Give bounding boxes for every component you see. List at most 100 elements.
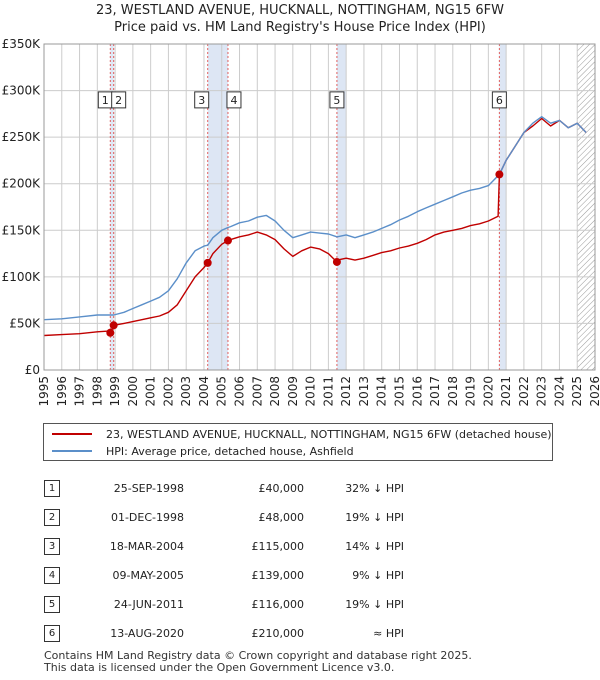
sale-period-shade	[110, 44, 114, 370]
x-tick-label: 2005	[215, 376, 229, 407]
sale-date: 18-MAR-2004	[109, 540, 184, 553]
x-tick-label: 1995	[37, 376, 51, 407]
sale-period-shade	[499, 44, 507, 370]
x-tick-label: 2022	[517, 376, 531, 407]
sale-point	[203, 258, 212, 267]
sale-hpi-diff: 9% ↓ HPI	[352, 569, 404, 582]
footer-licence: This data is licensed under the Open Gov…	[44, 661, 395, 674]
property-price-line	[43, 117, 587, 337]
x-tick-label: 2002	[161, 376, 175, 407]
x-tick-label: 2011	[321, 376, 335, 407]
sale-point	[223, 236, 232, 245]
sale-date: 24-JUN-2011	[113, 598, 184, 611]
legend-swatch-property	[52, 433, 92, 435]
x-tick-label: 2016	[410, 376, 424, 407]
sale-label-text: 5	[333, 94, 340, 107]
table-row: 3 18-MAR-2004 £115,000 14% ↓ HPI	[44, 532, 404, 561]
y-tick-label: £350K	[2, 37, 42, 51]
table-row: 1 25-SEP-1998 £40,000 32% ↓ HPI	[44, 474, 404, 503]
x-tick-label: 2021	[499, 376, 513, 407]
sale-point	[332, 257, 341, 266]
table-row: 2 01-DEC-1998 £48,000 19% ↓ HPI	[44, 503, 404, 532]
x-tick-label: 1999	[108, 376, 122, 407]
sale-label-text: 6	[496, 94, 503, 107]
table-row: 5 24-JUN-2011 £116,000 19% ↓ HPI	[44, 590, 404, 619]
sale-period-shade	[207, 44, 228, 370]
legend-item-hpi: HPI: Average price, detached house, Ashf…	[52, 443, 354, 459]
sale-label-box	[329, 91, 345, 109]
y-tick-label: £0	[25, 363, 40, 377]
chart-legend: 23, WESTLAND AVENUE, HUCKNALL, NOTTINGHA…	[43, 423, 553, 461]
legend-label-property: 23, WESTLAND AVENUE, HUCKNALL, NOTTINGHA…	[106, 427, 552, 441]
x-tick-label: 2008	[268, 376, 282, 407]
x-tick-label: 1998	[90, 376, 104, 407]
x-tick-label: 2012	[339, 376, 353, 407]
legend-swatch-hpi	[52, 450, 92, 452]
x-tick-label: 2001	[144, 376, 158, 407]
x-tick-label: 2024	[552, 376, 566, 407]
y-tick-label: £100K	[2, 270, 42, 284]
x-tick-label: 2004	[197, 376, 211, 407]
x-tick-label: 2013	[357, 376, 371, 407]
sale-label-text: 2	[115, 94, 122, 107]
x-tick-label: 1997	[73, 376, 87, 407]
sale-hpi-diff: 32% ↓ HPI	[345, 482, 404, 495]
x-tick-label: 2026	[588, 376, 600, 407]
x-tick-label: 2000	[126, 376, 140, 407]
y-tick-label: £250K	[2, 130, 42, 144]
x-tick-label: 2018	[446, 376, 460, 407]
y-tick-label: £50K	[9, 316, 41, 330]
sale-number-badge: 3	[44, 538, 60, 555]
sale-number-badge: 6	[44, 625, 60, 642]
x-tick-label: 2023	[535, 376, 549, 407]
footer: Contains HM Land Registry data © Crown c…	[44, 650, 472, 674]
x-tick-label: 2006	[233, 376, 247, 407]
sale-label-box	[111, 91, 127, 109]
x-tick-label: 1996	[55, 376, 69, 407]
sale-label-box	[491, 91, 507, 109]
x-tick-label: 2015	[392, 376, 406, 407]
sale-point	[495, 170, 504, 179]
sale-hpi-diff: ≈ HPI	[373, 627, 404, 640]
sale-date: 09-MAY-2005	[112, 569, 184, 582]
sale-price: £116,000	[251, 598, 305, 611]
sale-label-text: 3	[198, 94, 205, 107]
sale-period-shade	[336, 44, 347, 370]
sale-number-badge: 5	[44, 596, 60, 613]
sale-number-badge: 2	[44, 509, 60, 526]
x-tick-label: 2010	[304, 376, 318, 407]
y-tick-label: £300K	[2, 84, 42, 98]
x-tick-label: 2009	[286, 376, 300, 407]
sale-price: £210,000	[251, 627, 305, 640]
x-tick-label: 2014	[375, 376, 389, 407]
sale-point	[106, 328, 115, 337]
x-tick-label: 2003	[179, 376, 193, 407]
sale-hpi-diff: 19% ↓ HPI	[345, 598, 404, 611]
sale-point	[109, 321, 118, 330]
x-tick-label: 2020	[481, 376, 495, 407]
x-tick-label: 2025	[570, 376, 584, 407]
sale-label-text: 4	[230, 94, 237, 107]
x-tick-label: 2007	[250, 376, 264, 407]
sale-date: 01-DEC-1998	[110, 511, 184, 524]
sale-price: £48,000	[258, 511, 305, 524]
x-tick-label: 2019	[464, 376, 478, 407]
x-tick-label: 2017	[428, 376, 442, 407]
plot-border	[43, 43, 596, 371]
y-tick-label: £150K	[2, 223, 42, 237]
sale-price: £40,000	[258, 482, 305, 495]
sales-table: 1 25-SEP-1998 £40,000 32% ↓ HPI 2 01-DEC…	[44, 474, 404, 648]
sale-label-box	[226, 91, 242, 109]
chart-subtitle: Price paid vs. HM Land Registry's House …	[114, 20, 486, 35]
sale-label-text: 1	[102, 94, 109, 107]
sale-date: 25-SEP-1998	[113, 482, 184, 495]
sale-price: £139,000	[251, 569, 305, 582]
chart-title: 23, WESTLAND AVENUE, HUCKNALL, NOTTINGHA…	[96, 3, 504, 18]
legend-label-hpi: HPI: Average price, detached house, Ashf…	[106, 444, 354, 458]
table-row: 6 13-AUG-2020 £210,000 ≈ HPI	[44, 619, 404, 648]
y-tick-label: £200K	[2, 177, 42, 191]
footer-copyright: Contains HM Land Registry data © Crown c…	[44, 649, 472, 662]
sale-hpi-diff: 19% ↓ HPI	[345, 511, 404, 524]
forecast-hatch	[577, 44, 595, 370]
